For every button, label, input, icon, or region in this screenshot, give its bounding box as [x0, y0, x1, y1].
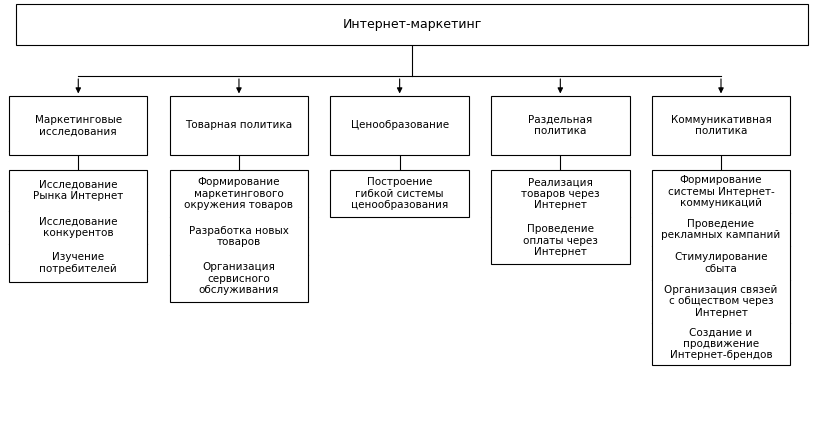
FancyBboxPatch shape [170, 170, 308, 302]
Text: Проведение
оплаты через
Интернет: Проведение оплаты через Интернет [523, 224, 597, 258]
Text: Разработка новых
товаров: Разработка новых товаров [189, 225, 289, 247]
Text: Формирование
системы Интернет-
коммуникаций: Формирование системы Интернет- коммуника… [667, 175, 775, 208]
Text: Организация связей
с обществом через
Интернет: Организация связей с обществом через Инт… [664, 284, 778, 318]
FancyBboxPatch shape [9, 170, 147, 282]
Text: Изучение
потребителей: Изучение потребителей [40, 252, 117, 274]
FancyBboxPatch shape [170, 96, 308, 155]
FancyBboxPatch shape [491, 96, 630, 155]
FancyBboxPatch shape [652, 96, 790, 155]
FancyBboxPatch shape [330, 96, 469, 155]
Text: Построение
гибкой системы
ценообразования: Построение гибкой системы ценообразовани… [351, 177, 448, 211]
Text: Создание и
продвижение
Интернет-брендов: Создание и продвижение Интернет-брендов [670, 327, 772, 361]
Text: Исследование
Рынка Интернет: Исследование Рынка Интернет [33, 180, 124, 201]
FancyBboxPatch shape [330, 170, 469, 217]
FancyBboxPatch shape [16, 4, 808, 45]
Text: Реализация
товаров через
Интернет: Реализация товаров через Интернет [521, 177, 600, 211]
Text: Коммуникативная
политика: Коммуникативная политика [671, 115, 771, 136]
FancyBboxPatch shape [652, 170, 790, 365]
Text: Маркетинговые
исследования: Маркетинговые исследования [35, 115, 122, 136]
FancyBboxPatch shape [491, 170, 630, 264]
Text: Проведение
рекламных кампаний: Проведение рекламных кампаний [662, 219, 780, 241]
Text: Формирование
маркетингового
окружения товаров: Формирование маркетингового окружения то… [185, 177, 293, 211]
Text: Товарная политика: Товарная политика [185, 121, 293, 130]
FancyBboxPatch shape [9, 96, 147, 155]
Text: Интернет-маркетинг: Интернет-маркетинг [342, 18, 482, 31]
Text: Организация
сервисного
обслуживания: Организация сервисного обслуживания [199, 262, 279, 296]
Text: Ценообразование: Ценообразование [350, 121, 449, 130]
Text: Исследование
конкурентов: Исследование конкурентов [39, 216, 118, 238]
Text: Стимулирование
сбыта: Стимулирование сбыта [674, 252, 768, 274]
Text: Раздельная
политика: Раздельная политика [528, 115, 592, 136]
